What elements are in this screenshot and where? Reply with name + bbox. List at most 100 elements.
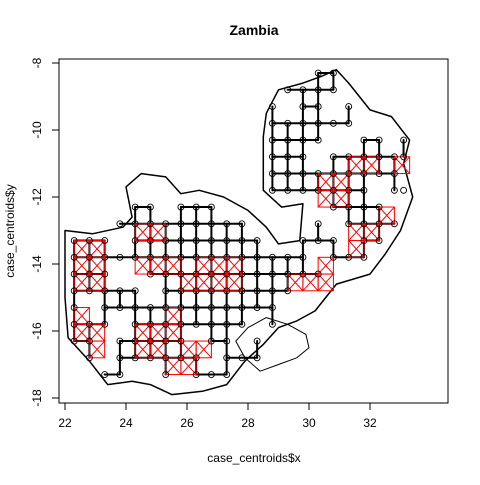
red-grid-diagonal xyxy=(195,340,212,359)
centroid-point xyxy=(314,237,322,245)
centroid-point xyxy=(70,270,78,278)
centroid-point xyxy=(223,270,231,278)
centroid-point xyxy=(284,287,292,295)
centroid-point xyxy=(299,153,307,161)
centroid-point xyxy=(360,220,368,228)
centroid-point xyxy=(162,253,170,261)
centroid-point xyxy=(162,371,170,379)
centroid-point xyxy=(345,186,353,194)
centroid-point xyxy=(390,220,398,228)
red-grid-diagonal xyxy=(348,156,365,174)
centroid-point xyxy=(101,287,109,295)
centroid-point xyxy=(238,253,246,261)
x-tick-label: 32 xyxy=(363,416,377,430)
centroid-point xyxy=(329,69,337,77)
centroid-point xyxy=(299,270,307,278)
centroid-point xyxy=(223,337,231,345)
centroid-point xyxy=(329,203,337,211)
red-grid-diagonal xyxy=(134,323,151,342)
centroid-point xyxy=(299,253,307,261)
centroid-point xyxy=(177,287,185,295)
centroid-point xyxy=(314,69,322,77)
centroid-point xyxy=(162,270,170,278)
centroid-point xyxy=(284,153,292,161)
y-axis: -18 -16 -14 -12 -10 -8 xyxy=(30,57,60,407)
centroid-point xyxy=(238,304,246,312)
red-grid-diagonal xyxy=(165,307,182,325)
centroid-point xyxy=(70,337,78,345)
red-grid-diagonal xyxy=(89,240,106,258)
red-grid-diagonal xyxy=(211,273,228,292)
centroid-point xyxy=(268,103,276,111)
centroid-point xyxy=(299,86,307,94)
red-grid-diagonal xyxy=(150,340,167,359)
centroid-point xyxy=(284,186,292,194)
red-grid-diagonal xyxy=(134,256,151,275)
centroid-point xyxy=(207,203,215,211)
centroid-point xyxy=(146,354,154,362)
red-grid-diagonal xyxy=(89,340,106,359)
centroid-point xyxy=(314,86,322,94)
centroid-point xyxy=(223,371,231,379)
centroid-point xyxy=(299,136,307,144)
x-tick-label: 26 xyxy=(180,416,194,430)
x-tick-label: 28 xyxy=(241,416,255,430)
centroid-point xyxy=(85,320,93,328)
red-grid-diagonal xyxy=(348,223,365,241)
centroid-point xyxy=(299,103,307,111)
red-grid-diagonal xyxy=(165,323,182,342)
centroid-point xyxy=(207,287,215,295)
centroid-point xyxy=(146,304,154,312)
centroid-point xyxy=(253,253,261,261)
centroid-point xyxy=(146,220,154,228)
centroid-point xyxy=(162,304,170,312)
centroid-point xyxy=(101,371,109,379)
centroid-point xyxy=(85,253,93,261)
centroid-point xyxy=(314,136,322,144)
red-grid-cell xyxy=(363,223,380,242)
centroid-point xyxy=(146,320,154,328)
red-grid-diagonal xyxy=(150,256,167,275)
centroid-point xyxy=(192,371,200,379)
red-grid-diagonal xyxy=(363,156,380,174)
centroid-point xyxy=(329,253,337,261)
red-grid-cell xyxy=(165,256,182,275)
centroid-point xyxy=(192,203,200,211)
centroid-point xyxy=(70,287,78,295)
centroid-point xyxy=(146,270,154,278)
centroid-point xyxy=(85,270,93,278)
centroid-point xyxy=(101,320,109,328)
centroid-point xyxy=(400,136,408,144)
red-grid-diagonal xyxy=(394,156,411,174)
centroid-point xyxy=(268,119,276,127)
centroid-point xyxy=(223,237,231,245)
red-grid-diagonal xyxy=(348,240,365,258)
centroid-point xyxy=(177,304,185,312)
red-grid-cell xyxy=(149,223,167,242)
x-axis-label: case_centroids$x xyxy=(207,451,300,465)
centroid-point xyxy=(314,270,322,278)
red-grid-diagonal xyxy=(317,189,334,208)
centroid-point xyxy=(116,371,124,379)
centroid-point xyxy=(177,220,185,228)
country-outline-layer xyxy=(64,68,414,396)
red-grid-cell xyxy=(180,357,197,376)
centroid-point xyxy=(70,237,78,245)
centroid-point xyxy=(101,304,109,312)
centroid-points-layer xyxy=(70,69,408,379)
centroid-point xyxy=(70,253,78,261)
centroid-point xyxy=(192,354,200,362)
centroid-point xyxy=(268,153,276,161)
red-grid-diagonal xyxy=(378,206,395,225)
red-grid-cell xyxy=(332,189,350,208)
centroid-point xyxy=(162,354,170,362)
chart-title: Zambia xyxy=(229,22,278,38)
centroid-point xyxy=(207,304,215,312)
red-grid-cell xyxy=(348,240,365,258)
red-grid-diagonal xyxy=(363,223,380,241)
centroid-point xyxy=(85,354,93,362)
centroid-point xyxy=(101,253,109,261)
centroid-point xyxy=(360,170,368,178)
red-grid-diagonal xyxy=(73,323,90,342)
red-grid-diagonal xyxy=(165,256,182,275)
